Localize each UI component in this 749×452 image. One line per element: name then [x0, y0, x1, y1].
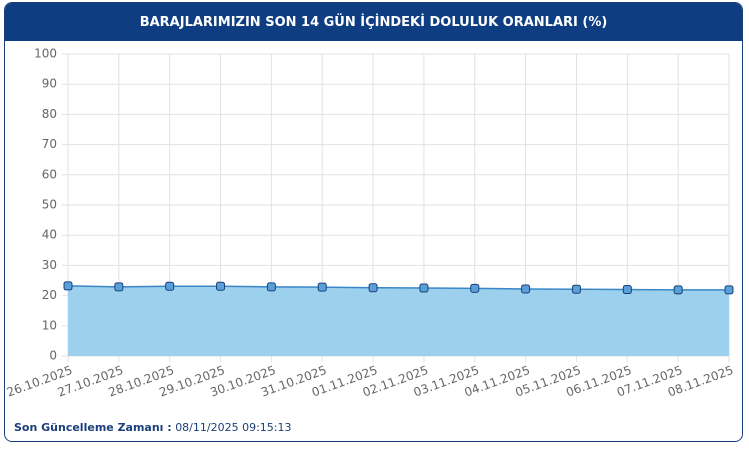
y-tick-label: 80	[42, 107, 57, 121]
marker	[165, 281, 175, 291]
marker	[266, 282, 276, 292]
line	[67, 285, 729, 291]
marker	[63, 281, 73, 291]
footer: Son Güncelleme Zamanı : 08/11/2025 09:15…	[14, 421, 292, 434]
chart-title: BARAJLARIMIZIN SON 14 GÜN İÇİNDEKİ DOLUL…	[5, 3, 742, 41]
marker	[470, 283, 480, 293]
marker	[216, 281, 226, 291]
marker	[622, 285, 632, 295]
marker	[521, 284, 531, 294]
marker	[368, 283, 378, 293]
y-tick-label: 100	[34, 47, 57, 61]
y-tick-label: 30	[42, 258, 57, 272]
marker	[724, 285, 734, 295]
area	[68, 285, 729, 356]
y-tick-label: 90	[42, 77, 57, 91]
marker	[673, 285, 683, 295]
marker	[571, 284, 581, 294]
y-tick-label: 40	[42, 228, 57, 242]
marker	[317, 282, 327, 292]
footer-value: 08/11/2025 09:15:13	[175, 421, 292, 434]
y-tick-label: 60	[42, 167, 57, 181]
y-tick-label: 20	[42, 288, 57, 302]
y-tick-label: 10	[42, 318, 57, 332]
marker	[114, 282, 124, 292]
y-tick-label: 0	[49, 349, 57, 363]
card: BARAJLARIMIZIN SON 14 GÜN İÇİNDEKİ DOLUL…	[4, 2, 743, 442]
marker	[419, 283, 429, 293]
y-tick-label: 70	[42, 137, 57, 151]
y-tick-label: 50	[42, 198, 57, 212]
footer-label: Son Güncelleme Zamanı :	[14, 421, 172, 434]
